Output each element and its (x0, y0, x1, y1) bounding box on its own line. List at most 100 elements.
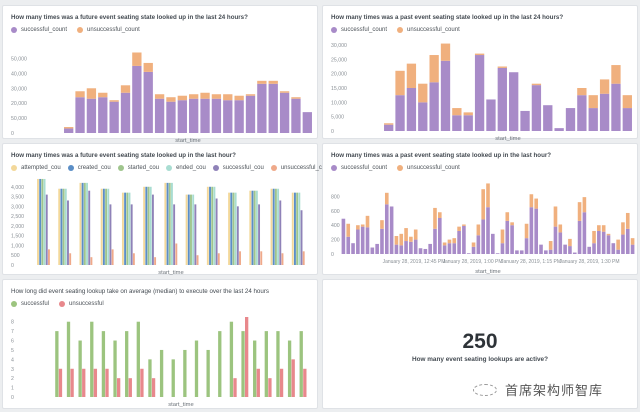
bar-created_cou[interactable] (166, 182, 169, 265)
bar-created_cou[interactable] (230, 192, 233, 265)
bar-successful_count[interactable] (257, 83, 267, 133)
bar-successful[interactable] (113, 340, 117, 397)
bar-unsuccessful_count[interactable] (529, 194, 534, 208)
bar-successful_count[interactable] (457, 230, 461, 254)
bar-successful_cou[interactable] (88, 190, 91, 265)
bar-attempted_cou[interactable] (206, 186, 209, 265)
bar-successful_count[interactable] (553, 226, 558, 254)
bar-unsuccessful_count[interactable] (409, 236, 413, 242)
legend-item-successful[interactable]: successful_count (331, 27, 387, 33)
bar-attempted_cou[interactable] (100, 188, 103, 265)
bar-successful_count[interactable] (423, 248, 428, 254)
bar-successful_count[interactable] (486, 99, 496, 131)
bar-unsuccessful_count[interactable] (442, 242, 447, 246)
bar-successful_count[interactable] (223, 100, 233, 133)
bar-unsuccessful_count[interactable] (166, 97, 176, 102)
bar-attempted_cou[interactable] (164, 182, 167, 265)
bar-unsuccessful[interactable] (58, 368, 63, 397)
bar-unsuccessful[interactable] (128, 378, 132, 397)
bar-successful[interactable] (171, 359, 175, 397)
bar-successful_count[interactable] (200, 98, 210, 133)
legend-item-unsuccessful[interactable]: unsuccessful_count (77, 27, 140, 33)
bar-successful[interactable] (78, 340, 82, 397)
bar-successful_count[interactable] (98, 97, 108, 133)
bar-successful_count[interactable] (592, 243, 596, 254)
bar-ended_cou[interactable] (192, 194, 195, 265)
bar-unsuccessful_count[interactable] (471, 242, 476, 247)
bar-successful_count[interactable] (529, 207, 534, 254)
bar-successful_count[interactable] (462, 225, 466, 254)
bar-unsuccessful_count[interactable] (98, 92, 108, 98)
bar-successful[interactable] (287, 340, 292, 397)
bar-unsuccessful_count[interactable] (64, 127, 74, 129)
bar-successful_count[interactable] (558, 232, 563, 254)
bar-started_cou[interactable] (83, 182, 86, 265)
bar-attempted_cou[interactable] (270, 188, 273, 265)
bar-unsuccessful_count[interactable] (597, 225, 601, 231)
bar-successful_count[interactable] (75, 97, 85, 133)
bar-unsuccessful[interactable] (151, 378, 156, 397)
bar-unsuccessful_count[interactable] (86, 88, 97, 99)
bar-unsuccessful_count[interactable] (268, 80, 278, 84)
bar-unsuccessful_co[interactable] (281, 253, 284, 265)
bar-successful_count[interactable] (234, 100, 244, 133)
bar-unsuccessful_co[interactable] (132, 253, 135, 265)
bar-successful_cou[interactable] (279, 200, 282, 265)
bar-successful[interactable] (90, 321, 94, 397)
bar-successful_count[interactable] (437, 218, 442, 254)
bar-successful_count[interactable] (442, 245, 447, 254)
bar-unsuccessful[interactable] (233, 378, 237, 397)
bar-successful_count[interactable] (341, 218, 346, 254)
bar-successful_cou[interactable] (130, 204, 133, 265)
bar-successful_count[interactable] (356, 229, 360, 254)
bar-successful_count[interactable] (577, 95, 587, 131)
bar-started_cou[interactable] (190, 194, 192, 265)
legend-item-successful[interactable]: successful (11, 301, 49, 307)
bar-unsuccessful_count[interactable] (457, 226, 461, 231)
bar-successful_count[interactable] (86, 98, 97, 133)
bar-unsuccessful_count[interactable] (588, 95, 598, 109)
bar-unsuccessful_count[interactable] (120, 85, 131, 93)
bar-successful_count[interactable] (452, 115, 462, 131)
bar-unsuccessful[interactable] (268, 378, 272, 397)
bar-successful_count[interactable] (531, 85, 542, 131)
bar-successful_count[interactable] (132, 65, 142, 133)
bar-unsuccessful_count[interactable] (200, 92, 210, 99)
bar-successful[interactable] (159, 349, 164, 397)
bar-unsuccessful_count[interactable] (621, 222, 625, 235)
bar-unsuccessful[interactable] (291, 359, 295, 397)
bar-unsuccessful_count[interactable] (463, 112, 473, 116)
bar-successful_count[interactable] (291, 98, 301, 133)
bar-unsuccessful[interactable] (303, 368, 307, 397)
bar-unsuccessful_count[interactable] (500, 229, 505, 244)
bar-successful_count[interactable] (429, 82, 439, 131)
bar-successful_cou[interactable] (300, 210, 303, 265)
bar-unsuccessful_count[interactable] (568, 238, 572, 247)
bar-attempted_cou[interactable] (228, 192, 231, 265)
bar-successful_count[interactable] (474, 55, 485, 131)
bar-unsuccessful_count[interactable] (599, 79, 610, 94)
bar-unsuccessful[interactable] (256, 368, 260, 397)
bar-successful[interactable] (206, 349, 210, 397)
bar-unsuccessful_count[interactable] (486, 183, 490, 208)
bar-successful_count[interactable] (515, 250, 519, 254)
bar-successful_count[interactable] (406, 88, 417, 131)
bar-successful_cou[interactable] (236, 206, 239, 265)
bar-successful_count[interactable] (413, 239, 418, 254)
bar-successful_count[interactable] (563, 244, 567, 254)
bar-unsuccessful_count[interactable] (346, 223, 351, 237)
bar-successful_count[interactable] (544, 250, 548, 254)
bar-started_cou[interactable] (232, 192, 235, 265)
bar-successful_count[interactable] (510, 225, 514, 254)
bar-attempted_cou[interactable] (291, 192, 294, 265)
bar-started_cou[interactable] (147, 186, 150, 265)
bar-unsuccessful_count[interactable] (433, 207, 437, 229)
bar-successful_count[interactable] (268, 83, 278, 133)
bar-unsuccessful_count[interactable] (558, 224, 563, 233)
bar-successful[interactable] (66, 321, 71, 397)
bar-successful_count[interactable] (375, 243, 379, 254)
bar-started_cou[interactable] (62, 188, 65, 265)
bar-successful[interactable] (229, 321, 234, 397)
bar-successful_count[interactable] (463, 115, 473, 131)
bar-successful_count[interactable] (109, 101, 119, 133)
